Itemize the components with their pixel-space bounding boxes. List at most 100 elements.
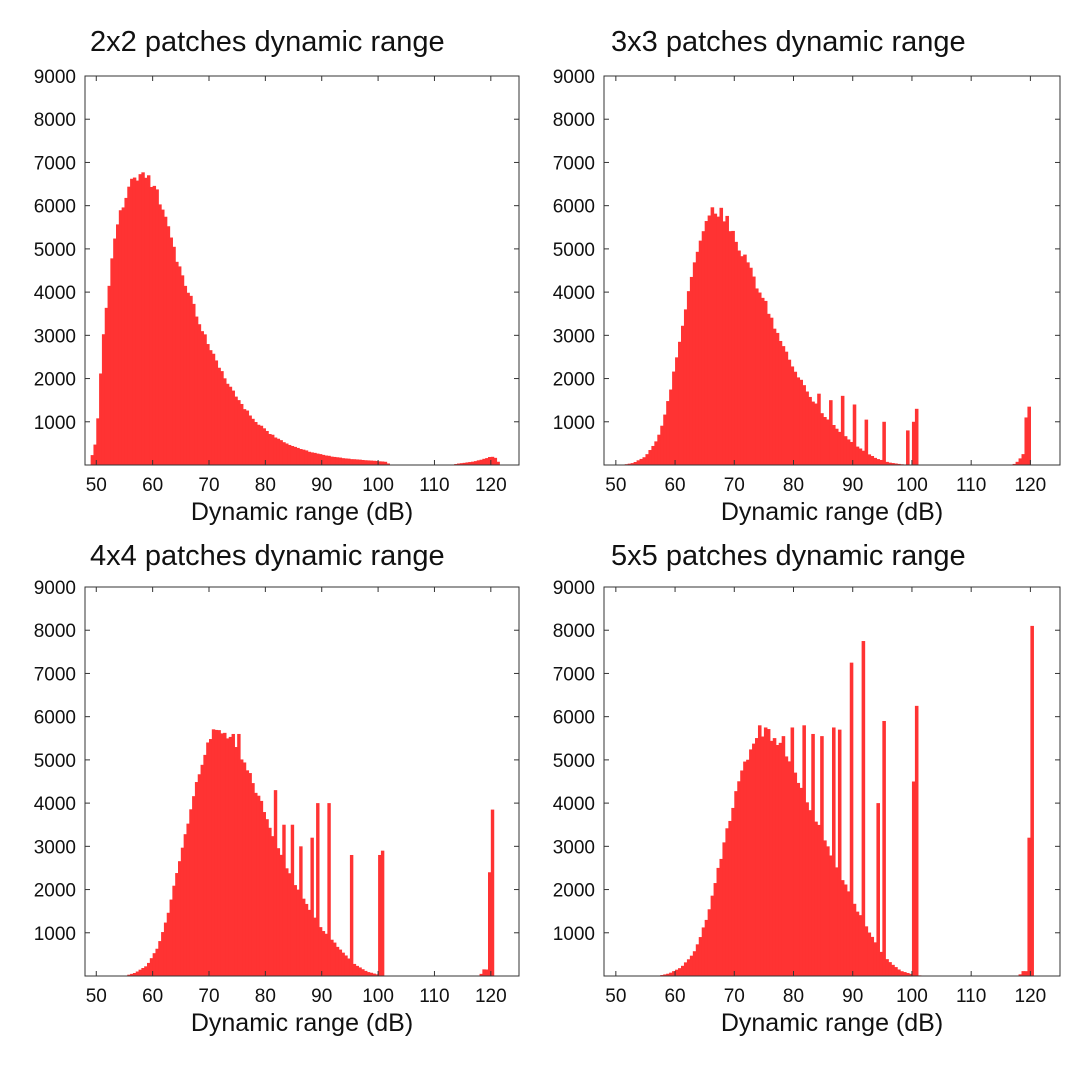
histogram-bar — [282, 824, 286, 976]
histogram-bar — [1015, 461, 1020, 465]
histogram-bar — [90, 455, 95, 465]
histogram-bar — [254, 792, 258, 976]
histogram-bar — [225, 738, 230, 976]
histogram-bar — [468, 462, 472, 465]
histogram-bar — [276, 848, 281, 976]
histogram-bar — [479, 459, 483, 465]
histogram-bar — [321, 454, 326, 465]
histogram-bar — [891, 964, 895, 976]
histogram-bar — [906, 972, 910, 976]
histogram-bar — [897, 969, 901, 976]
histogram-bar — [183, 285, 188, 465]
histogram-bar — [361, 969, 365, 976]
histogram-bar — [135, 971, 140, 976]
histogram-bar — [837, 729, 842, 976]
histogram-bar — [855, 446, 860, 465]
histogram-bar — [347, 458, 351, 465]
chart-title: 4x4 patches dynamic range — [90, 540, 445, 572]
histogram-bar — [121, 207, 126, 465]
histogram-bar — [141, 172, 145, 465]
histogram-bar — [130, 973, 134, 976]
histogram-bar — [482, 458, 486, 465]
histogram-bar — [457, 463, 461, 465]
x-axis-label: Dynamic range (dB) — [721, 1009, 943, 1037]
y-tick-label: 6000 — [553, 708, 595, 729]
histogram-bar — [338, 949, 343, 976]
histogram-bar — [834, 428, 839, 465]
histogram-bar — [144, 177, 148, 466]
histogram-bar — [755, 738, 759, 976]
histogram-bar — [372, 973, 376, 976]
histogram-bar — [197, 774, 202, 976]
x-tick-label: 100 — [362, 475, 394, 496]
histogram-bar — [769, 317, 774, 465]
histogram-bar — [189, 809, 193, 976]
x-tick-label: 70 — [198, 986, 219, 1007]
histogram-bar — [846, 439, 851, 465]
y-tick-label: 6000 — [553, 197, 595, 218]
histogram-bar — [879, 951, 883, 976]
histogram-bar — [321, 931, 326, 976]
histogram-bar — [846, 891, 851, 976]
histogram-bar — [820, 413, 824, 465]
histogram-bar — [479, 973, 483, 976]
histogram-bar — [113, 238, 117, 465]
x-tick-label: 50 — [605, 475, 626, 496]
histogram-bar — [220, 371, 224, 465]
histogram-bar — [355, 459, 359, 465]
histogram-bar — [287, 873, 292, 976]
histogram-bar — [914, 408, 919, 465]
x-tick-label: 50 — [605, 986, 626, 1007]
histogram-bar — [158, 941, 162, 976]
histogram-bar — [808, 396, 812, 465]
histogram-bar — [172, 246, 176, 465]
histogram-bar — [858, 915, 863, 976]
histogram-bar — [237, 733, 241, 976]
histogram-bar — [344, 458, 348, 465]
histogram-bar — [324, 933, 328, 976]
histogram-bar — [183, 834, 188, 976]
histogram-bar — [787, 761, 792, 976]
histogram-bar — [686, 291, 691, 465]
histogram-bar — [279, 854, 283, 976]
histogram-bar — [259, 800, 264, 976]
histogram-bar — [180, 847, 185, 976]
histogram-bar — [695, 944, 700, 976]
histogram-bar — [488, 457, 492, 465]
histogram-bar — [302, 449, 306, 465]
histogram-bar — [265, 819, 269, 976]
histogram-bar — [861, 450, 866, 465]
histogram-bar — [127, 974, 131, 976]
histogram-bar — [330, 456, 334, 465]
y-tick-label: 8000 — [34, 621, 76, 642]
histogram-bar — [485, 458, 489, 465]
histogram-bar — [911, 421, 916, 465]
histogram-bar — [778, 742, 783, 976]
histogram-bar — [784, 756, 789, 976]
histogram-bar — [237, 400, 241, 465]
histogram-bar — [675, 969, 679, 976]
histogram-bar — [285, 443, 289, 465]
histogram-bar — [695, 251, 700, 465]
x-tick-label: 120 — [1015, 986, 1047, 1007]
histogram-bar — [372, 460, 376, 465]
histogram-bar — [870, 455, 875, 465]
histogram-bar — [900, 971, 904, 976]
histogram-bar — [124, 197, 128, 465]
histogram-bar — [459, 463, 464, 465]
histogram-bar — [217, 730, 221, 976]
histogram-bar — [386, 463, 390, 465]
y-tick-label: 3000 — [34, 837, 76, 858]
x-tick-label: 100 — [896, 986, 928, 1007]
x-tick-label: 50 — [86, 475, 107, 496]
histogram-bar — [175, 873, 179, 976]
histogram-bar — [811, 401, 815, 465]
histogram-bar — [908, 973, 913, 976]
histogram-bar — [728, 231, 732, 465]
x-tick-label: 60 — [142, 475, 163, 496]
histogram-bar — [740, 770, 744, 976]
histogram-bar — [358, 967, 362, 976]
histogram-bar — [766, 313, 771, 465]
histogram-bar — [378, 854, 382, 976]
histogram-bar — [251, 418, 255, 465]
